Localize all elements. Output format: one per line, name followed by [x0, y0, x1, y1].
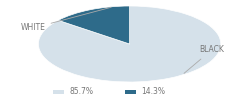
- Wedge shape: [38, 6, 221, 82]
- Bar: [53, 90, 64, 94]
- Text: 14.3%: 14.3%: [142, 87, 166, 96]
- Text: BLACK: BLACK: [184, 46, 224, 73]
- Text: 85.7%: 85.7%: [70, 87, 94, 96]
- Bar: [125, 90, 136, 94]
- Wedge shape: [58, 6, 130, 44]
- Text: WHITE: WHITE: [21, 7, 111, 32]
